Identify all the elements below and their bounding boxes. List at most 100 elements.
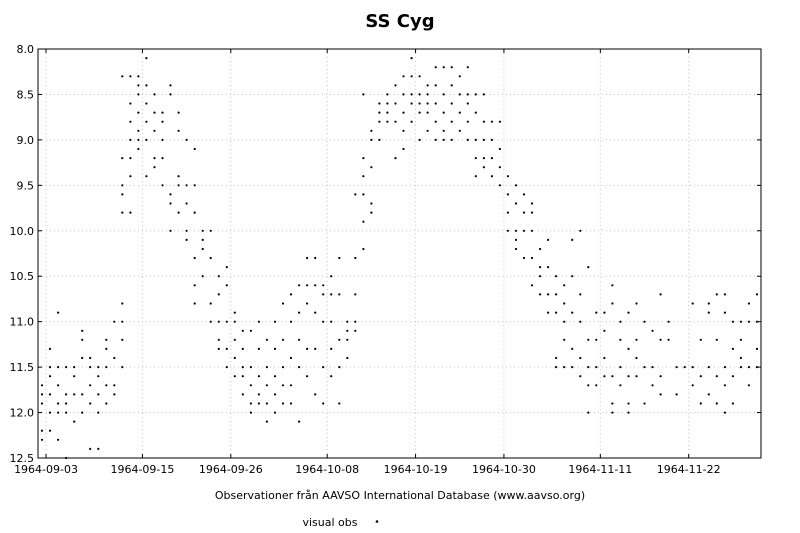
data-point [410, 120, 413, 123]
data-point [530, 284, 534, 287]
data-point [354, 256, 357, 260]
data-point [81, 411, 84, 414]
data-point [539, 247, 542, 251]
data-point [627, 375, 630, 378]
data-point [442, 138, 445, 141]
data-point [48, 393, 52, 396]
data-point [707, 302, 710, 305]
data-point [619, 384, 622, 387]
data-point [121, 184, 124, 187]
data-point [97, 411, 100, 414]
data-point [314, 311, 317, 314]
data-point [498, 166, 501, 169]
data-point [40, 438, 44, 441]
data-point [298, 311, 301, 314]
data-point [81, 329, 84, 332]
data-point [555, 356, 558, 360]
data-point [338, 338, 341, 341]
data-point [65, 366, 68, 369]
data-point [233, 375, 236, 378]
data-point [370, 202, 373, 205]
data-point [530, 229, 534, 232]
data-point [498, 184, 501, 187]
data-point [153, 129, 156, 132]
data-point [755, 293, 759, 296]
data-point [514, 238, 518, 241]
data-point [241, 347, 244, 350]
data-point [161, 111, 164, 114]
data-point [322, 293, 325, 296]
data-point [490, 138, 493, 141]
data-point [121, 302, 124, 305]
data-point [233, 311, 236, 314]
data-point [683, 366, 686, 369]
data-point [627, 411, 630, 414]
data-point [209, 256, 212, 260]
data-point [410, 57, 413, 60]
data-point [619, 320, 622, 323]
data-point [306, 375, 309, 378]
data-point [89, 384, 92, 387]
data-point [137, 147, 140, 151]
data-point [442, 129, 445, 132]
data-point [370, 138, 373, 141]
data-point [89, 402, 92, 405]
data-point [225, 266, 228, 269]
data-point [402, 93, 405, 96]
data-point [643, 366, 646, 369]
data-point [185, 184, 188, 187]
data-point [289, 384, 293, 387]
data-point [145, 120, 148, 123]
data-point [402, 111, 405, 114]
data-point [691, 366, 694, 369]
x-tick-label: 1964-11-22 [657, 463, 721, 476]
data-point [145, 175, 148, 178]
data-point [434, 120, 437, 123]
data-point [121, 211, 124, 214]
data-point [611, 411, 614, 414]
data-point [233, 338, 236, 341]
data-point [153, 157, 156, 160]
x-tick-label: 1964-09-03 [14, 463, 78, 476]
y-tick-label: 9.0 [17, 134, 35, 147]
data-point [619, 366, 622, 369]
data-point [466, 93, 469, 96]
data-point [434, 84, 437, 87]
data-point [338, 256, 341, 260]
data-point [225, 347, 228, 350]
data-point [587, 411, 590, 414]
data-point [281, 402, 285, 405]
data-point [105, 384, 108, 387]
data-point [249, 384, 252, 387]
data-point [547, 311, 550, 314]
data-point [362, 157, 365, 160]
data-point [330, 293, 333, 296]
data-point [289, 402, 293, 405]
data-point [73, 375, 76, 378]
data-point [490, 157, 493, 160]
data-point [354, 193, 357, 196]
data-point [434, 66, 437, 69]
data-point [241, 375, 244, 378]
data-point [169, 84, 172, 87]
data-point [57, 438, 60, 441]
data-point [579, 320, 582, 323]
data-point [209, 320, 212, 323]
data-point [755, 366, 759, 369]
data-point [273, 347, 277, 350]
data-point [378, 138, 381, 141]
data-point [418, 111, 421, 114]
data-point [667, 320, 670, 323]
data-point [571, 311, 574, 314]
data-point [105, 402, 108, 405]
data-point [330, 320, 333, 323]
data-point [466, 66, 469, 69]
data-point [201, 229, 204, 232]
data-point [442, 111, 445, 114]
data-point [418, 138, 421, 141]
data-point [587, 266, 590, 269]
data-point [346, 356, 349, 360]
data-point [137, 84, 140, 87]
data-point [747, 366, 751, 369]
data-point [338, 293, 341, 296]
